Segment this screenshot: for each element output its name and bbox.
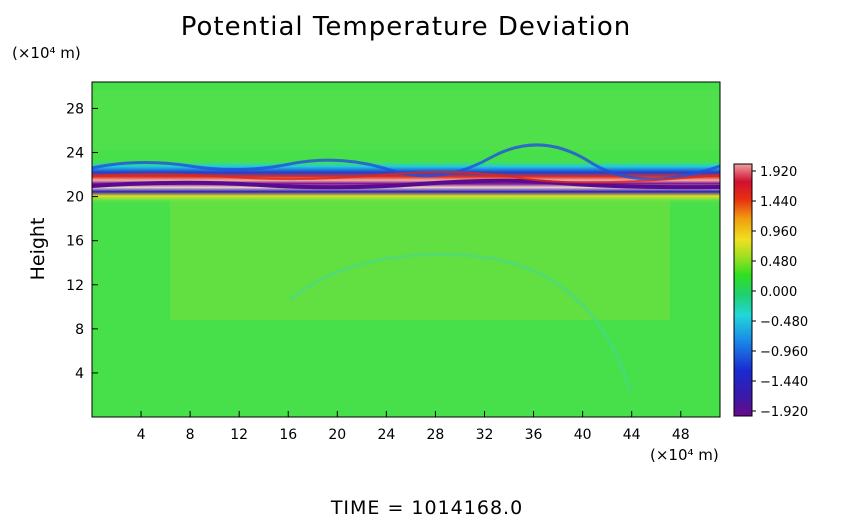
y-tick-label: 12 [66, 278, 84, 294]
time-label: TIME = 1014168.0 [330, 497, 524, 519]
field-border [91, 81, 721, 418]
chart-title: Potential Temperature Deviation [180, 12, 632, 42]
colorbar-tick-label: 1.440 [760, 195, 797, 210]
colorbar-tick-label: −1.440 [760, 375, 808, 390]
x-tick-label: 24 [377, 427, 395, 443]
y-axis-unit: (×10⁴ m) [12, 44, 81, 62]
x-tick-label: 4 [137, 427, 146, 443]
x-tick-label: 48 [672, 427, 690, 443]
y-tick-label: 16 [66, 234, 84, 250]
colorbar-tick-label: 1.920 [760, 165, 797, 180]
field-upper-tint [92, 90, 720, 150]
x-tick-label: 44 [623, 427, 641, 443]
band-wave-upper [91, 143, 721, 181]
x-tick-label: 36 [525, 427, 543, 443]
y-tick-label: 4 [75, 366, 84, 382]
colorbar-tick-label: −1.920 [760, 405, 808, 420]
band-wave-lower [91, 178, 721, 190]
x-tick-label: 8 [186, 427, 195, 443]
field-lower-tint [170, 200, 670, 320]
colorbar-tick-label: −0.960 [760, 345, 808, 360]
band-wave-red [91, 171, 721, 184]
x-tick-label: 16 [279, 427, 297, 443]
colorbar [733, 163, 753, 417]
x-tick-label: 12 [230, 427, 248, 443]
colorbar-tick-label: −0.480 [760, 315, 808, 330]
colorbar-tick-label: 0.000 [760, 285, 797, 300]
x-tick-label: 20 [328, 427, 346, 443]
x-axis-unit: (×10⁴ m) [650, 446, 719, 464]
colorbar-tick-label: 0.960 [760, 225, 797, 240]
y-tick-label: 24 [66, 146, 84, 162]
y-tick-label: 28 [66, 101, 84, 117]
y-tick-label: 8 [75, 322, 84, 338]
field-arc-feature [289, 253, 632, 391]
x-tick-label: 40 [574, 427, 592, 443]
y-tick-label: 20 [66, 190, 84, 206]
x-tick-label: 28 [427, 427, 445, 443]
x-tick-label: 32 [476, 427, 494, 443]
colorbar-tick-label: 0.480 [760, 255, 797, 270]
